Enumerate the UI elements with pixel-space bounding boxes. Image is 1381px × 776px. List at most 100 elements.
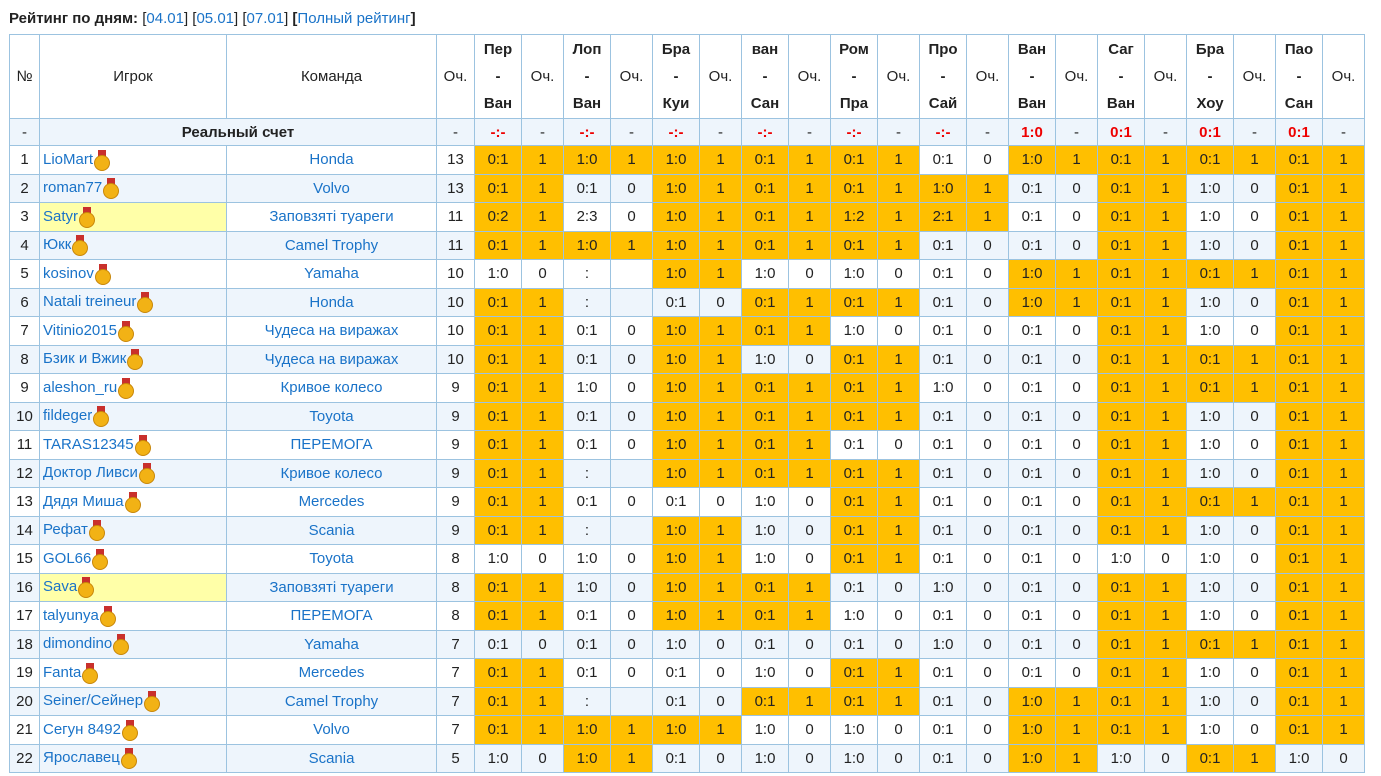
team-link[interactable]: Camel Trophy — [284, 236, 379, 254]
prediction-cell: 1:0 — [1275, 743, 1323, 773]
player-link[interactable]: TARAS12345 — [43, 435, 134, 453]
player-link[interactable]: Дядя Миша — [43, 492, 124, 510]
player-link[interactable]: LioMart — [43, 150, 94, 168]
prediction-points-cell: 1 — [699, 430, 742, 460]
prediction-points-cell: 0 — [1233, 572, 1276, 602]
team-link[interactable]: Mercedes — [298, 493, 365, 511]
real-score-cell: 0:1 — [1275, 118, 1323, 146]
team-link[interactable]: Scania — [308, 521, 355, 539]
player-link[interactable]: Sava — [43, 578, 78, 596]
total-points-cell: 9 — [436, 401, 475, 431]
player-link[interactable]: GOL66 — [43, 549, 92, 567]
player-link[interactable]: kosinov — [43, 264, 94, 282]
player-cell: Sava — [39, 572, 227, 602]
team-link[interactable]: Yamaha — [304, 635, 359, 653]
prediction-points-cell: 1 — [1322, 230, 1365, 260]
prediction-points-cell: 1 — [699, 316, 742, 346]
prediction-cell: 0:1 — [830, 173, 878, 203]
table-row: 11 TARAS12345 ПЕРЕМОГА 9 0:1 1 0:1 0 1:0 1 0:1 1 0:1… — [9, 430, 1365, 460]
prediction-cell: 0:1 — [1186, 487, 1234, 517]
prediction-cell: 0:1 — [1275, 373, 1323, 403]
prediction-points-cell: 0 — [788, 515, 831, 545]
player-link[interactable]: Natali treineur — [43, 293, 137, 311]
team-link[interactable]: Honda — [309, 293, 354, 311]
prediction-cell: 0:1 — [563, 487, 611, 517]
team-link[interactable]: Кривое колесо — [280, 379, 383, 397]
medal-icon — [93, 406, 110, 428]
prediction-points-cell: 1 — [877, 373, 920, 403]
team-link[interactable]: Toyota — [309, 407, 354, 425]
prediction-points-cell: 1 — [1144, 259, 1187, 289]
prediction-cell: 0:1 — [1186, 629, 1234, 659]
player-link[interactable]: Рефат — [43, 521, 88, 539]
player-link[interactable]: Ярославец — [43, 749, 120, 767]
team-link[interactable]: Volvo — [313, 721, 350, 739]
rank-cell: 18 — [9, 629, 40, 659]
prediction-points-cell: 1 — [699, 401, 742, 431]
prediction-cell: 1:0 — [652, 515, 700, 545]
prediction-points-cell: 0 — [788, 487, 831, 517]
team-link[interactable]: ПЕРЕМОГА — [290, 436, 373, 454]
prediction-cell: 1:0 — [741, 544, 789, 574]
team-link[interactable]: Mercedes — [298, 664, 365, 682]
prediction-cell: 0:1 — [652, 686, 700, 716]
player-cell: Fanta — [39, 658, 227, 688]
team-link[interactable]: Toyota — [309, 550, 354, 568]
player-link[interactable]: aleshon_ru — [43, 378, 118, 396]
full-rating-link[interactable]: Полный рейтинг — [297, 10, 411, 27]
prediction-points-cell: 0 — [1233, 401, 1276, 431]
player-link[interactable]: Бзик и Вжик — [43, 350, 127, 368]
prediction-points-cell: 0 — [1233, 458, 1276, 488]
prediction-points-cell: 1 — [877, 686, 920, 716]
prediction-cell: 0:1 — [652, 743, 700, 773]
prediction-cell: 1:0 — [741, 743, 789, 773]
prediction-cell: 1:0 — [474, 743, 522, 773]
player-link[interactable]: roman77 — [43, 179, 103, 197]
player-link[interactable]: fildeger — [43, 407, 93, 425]
player-link[interactable]: Satyr — [43, 207, 79, 225]
match-away: Сан — [750, 95, 780, 112]
team-link[interactable]: Чудеса на виражах — [264, 322, 399, 340]
team-link[interactable]: Camel Trophy — [284, 692, 379, 710]
team-link[interactable]: Honda — [309, 151, 354, 169]
player-link[interactable]: Vitinio2015 — [43, 321, 117, 339]
real-score-value: 0:1 — [1288, 123, 1310, 141]
player-cell: Seiner/Сейнер — [39, 686, 227, 716]
prediction-cell: 1:0 — [1097, 544, 1145, 574]
real-score-value: - — [540, 123, 545, 141]
team-link[interactable]: Scania — [308, 749, 355, 767]
prediction-points-cell: 0 — [1055, 515, 1098, 545]
team-link[interactable]: ПЕРЕМОГА — [290, 607, 373, 625]
day-link-0401[interactable]: 04.01 — [146, 10, 184, 27]
prediction-cell: 1:2 — [830, 202, 878, 232]
prediction-points-cell: 0 — [877, 743, 920, 773]
medal-icon — [82, 662, 99, 684]
team-link[interactable]: Заповзяті туареги — [269, 208, 394, 226]
day-link-0701[interactable]: 07.01 — [246, 10, 285, 27]
player-link[interactable]: talyunya — [43, 606, 99, 624]
real-score-value: - — [985, 123, 990, 141]
prediction-points-cell: 1 — [1144, 629, 1187, 659]
match-header-10: Пао - Сан — [1275, 34, 1323, 119]
team-link[interactable]: Кривое колесо — [280, 464, 383, 482]
team-link[interactable]: Yamaha — [304, 265, 359, 283]
team-link[interactable]: Volvo — [313, 179, 350, 197]
player-link[interactable]: Сегун 8492 — [43, 720, 121, 738]
team-link[interactable]: Чудеса на виражах — [264, 350, 399, 368]
player-link[interactable]: Юкк — [43, 236, 72, 254]
prediction-cell: 0:1 — [830, 401, 878, 431]
player-link[interactable]: dimondino — [43, 635, 113, 653]
prediction-cell: 0:1 — [919, 487, 967, 517]
medal-icon — [117, 320, 134, 342]
day-link-0501[interactable]: 05.01 — [196, 10, 235, 27]
player-link[interactable]: Fanta — [43, 663, 82, 681]
prediction-points-cell: 1 — [966, 202, 1009, 232]
prediction-cell: 1:0 — [1097, 743, 1145, 773]
prediction-cell: 0:1 — [474, 344, 522, 374]
player-link[interactable]: Доктор Ливси — [43, 464, 138, 482]
prediction-cell: 0:1 — [919, 430, 967, 460]
player-link[interactable]: Seiner/Сейнер — [43, 692, 144, 710]
prediction-cell: 0:1 — [1097, 287, 1145, 317]
table-row: 17 talyunya ПЕРЕМОГА 8 0:1 1 0:1 0 1:0 1 0:1 1 1:0 0 0… — [9, 601, 1365, 631]
team-link[interactable]: Заповзяті туареги — [269, 578, 394, 596]
